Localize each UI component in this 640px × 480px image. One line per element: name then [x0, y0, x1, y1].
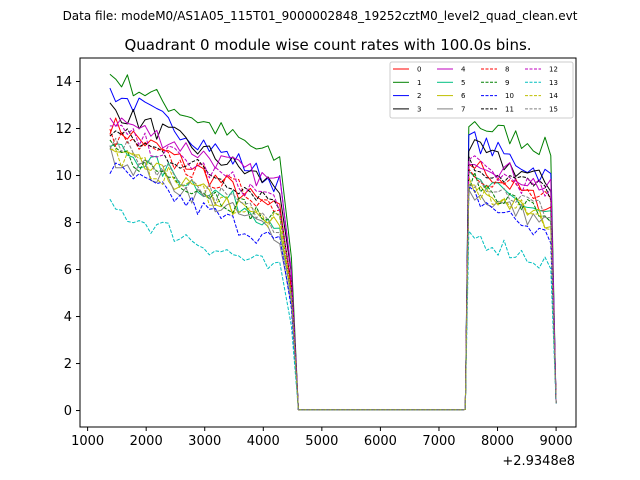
- plot-area: 1000 2000 3000 4000 5000 6000 7000 8000 9000 0 2 4 6…: [55, 57, 577, 449]
- legend-label-12: 12: [549, 66, 558, 74]
- x-tick-label: 3000: [188, 434, 221, 449]
- x-tick-label: 7000: [422, 434, 455, 449]
- x-tick-label: 1000: [71, 434, 104, 449]
- legend-box: [389, 61, 574, 119]
- x-tick-label: 2000: [130, 434, 163, 449]
- x-tick-label: 5000: [305, 434, 338, 449]
- x-tick-label: 9000: [540, 434, 573, 449]
- legend-label-7: 7: [461, 105, 465, 113]
- y-tick-label: 0: [64, 404, 72, 419]
- legend-label-4: 4: [461, 66, 466, 74]
- legend-label-3: 3: [417, 105, 421, 113]
- legend-label-11: 11: [505, 105, 514, 113]
- y-tick-label: 4: [64, 310, 72, 325]
- y-tick-label: 10: [55, 169, 72, 184]
- chart-title: Quadrant 0 module wise count rates with …: [124, 36, 531, 54]
- legend-label-2: 2: [417, 92, 421, 100]
- series-line-13: [109, 198, 557, 411]
- series-line-12: [109, 124, 557, 411]
- y-tick-label: 8: [64, 216, 72, 231]
- legend-label-13: 13: [549, 79, 558, 87]
- legend-label-10: 10: [505, 92, 514, 100]
- plot-frame: [79, 57, 577, 428]
- y-tick-label: 12: [55, 122, 72, 137]
- legend-label-15: 15: [549, 105, 558, 113]
- data-file-suptitle: Data file: modeM0/AS1A05_115T01_90000028…: [63, 9, 578, 23]
- x-offset-label: +2.9348e8: [502, 454, 575, 469]
- series-layer: [109, 73, 557, 411]
- legend-label-6: 6: [461, 92, 466, 100]
- legend-label-8: 8: [505, 66, 509, 74]
- x-tick-label: 4000: [247, 434, 280, 449]
- y-tick-label: 6: [64, 263, 72, 278]
- x-tick-label: 6000: [364, 434, 397, 449]
- legend-label-0: 0: [417, 66, 421, 74]
- x-tick-label: 8000: [481, 434, 514, 449]
- y-tick-label: 2: [64, 357, 72, 372]
- legend-label-5: 5: [461, 79, 465, 87]
- series-line-8: [109, 128, 557, 411]
- axis-ticks: 1000 2000 3000 4000 5000 6000 7000 8000 9000 0 2 4 6…: [55, 75, 572, 449]
- legend-label-9: 9: [505, 79, 509, 87]
- legend-label-14: 14: [549, 92, 558, 100]
- y-tick-label: 14: [55, 75, 72, 90]
- legend-label-1: 1: [417, 79, 421, 87]
- series-line-15: [109, 137, 557, 411]
- plot-background: [80, 58, 576, 427]
